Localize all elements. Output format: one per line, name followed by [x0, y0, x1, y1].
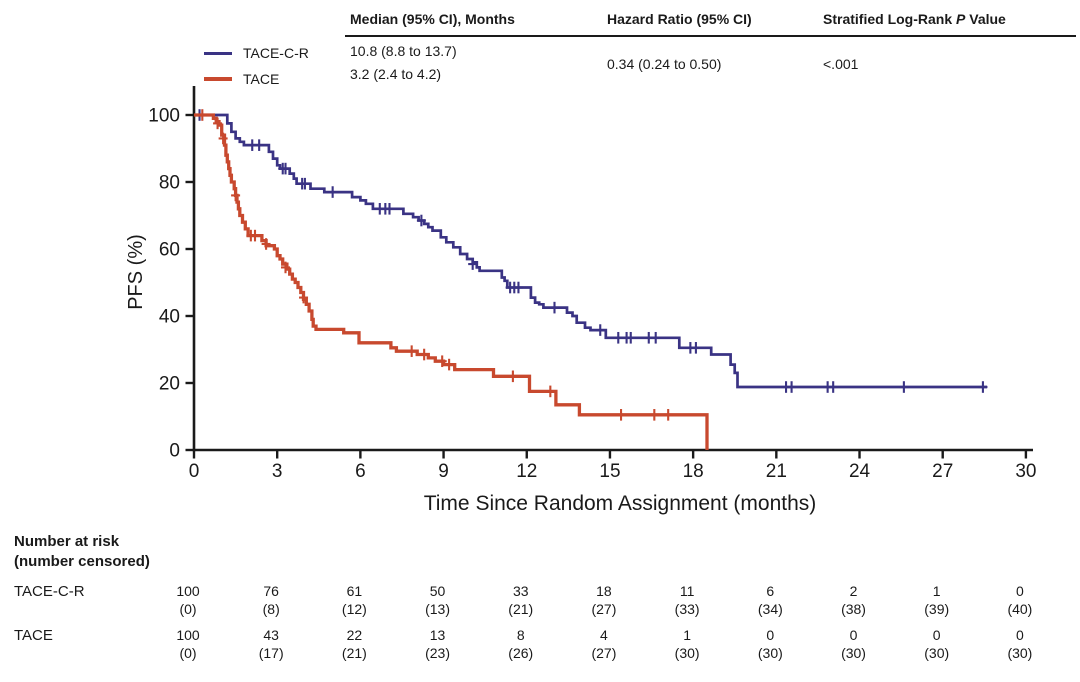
at-risk-count: 1 — [932, 583, 941, 599]
at-risk-count: 33 — [512, 583, 529, 599]
at-risk-count: 61 — [346, 583, 363, 599]
x-tick-label: 6 — [355, 461, 366, 482]
censored-count: (39) — [924, 601, 950, 617]
at-risk-count: 18 — [596, 583, 612, 599]
at-risk-count: 6 — [766, 583, 775, 599]
median-value-tace-c-r: 10.8 (8.8 to 13.7) — [350, 43, 457, 59]
at-risk-count: 0 — [1015, 627, 1024, 643]
legend-item-tace: TACE — [204, 66, 309, 92]
x-tick-label: 3 — [272, 461, 283, 482]
x-tick-label: 18 — [683, 461, 704, 482]
logrank-column-header: Stratified Log-Rank P Value — [823, 11, 1006, 27]
at-risk-count: 2 — [849, 583, 858, 599]
x-tick-label: 9 — [438, 461, 449, 482]
km-curve-tace-c-r — [194, 113, 988, 389]
x-tick-label: 27 — [932, 461, 953, 482]
y-tick-label: 60 — [159, 240, 180, 261]
y-tick-label: 0 — [169, 441, 180, 462]
x-axis-title: Time Since Random Assignment (months) — [423, 492, 817, 515]
tace-line-swatch — [204, 77, 232, 81]
at-risk-count: 4 — [600, 627, 608, 643]
at-risk-count: 76 — [263, 583, 279, 599]
censored-count: (21) — [508, 601, 534, 617]
at-risk-count: 11 — [679, 583, 695, 599]
logrank-header-prefix: Stratified Log-Rank — [823, 11, 953, 27]
median-value-tace: 3.2 (2.4 to 4.2) — [350, 66, 442, 82]
censored-count: (27) — [591, 645, 617, 661]
at-risk-count: 0 — [849, 627, 858, 643]
censored-count: (8) — [262, 601, 280, 617]
censored-count: (30) — [674, 645, 700, 661]
legend-label-tace: TACE — [243, 71, 280, 87]
x-tick-label: 0 — [189, 461, 200, 482]
x-tick-label: 21 — [766, 461, 787, 482]
logrank-header-p: P — [956, 11, 966, 27]
legend-label-tace-c-r: TACE-C-R — [243, 45, 309, 61]
censored-count: (12) — [341, 601, 367, 617]
tace-c-r-line-swatch — [204, 51, 232, 55]
censored-count: (40) — [1007, 601, 1033, 617]
at-risk-count: 50 — [429, 583, 446, 599]
logrank-header-suffix: Value — [969, 11, 1006, 27]
at-risk-count: 100 — [176, 583, 200, 599]
at-risk-count: 0 — [766, 627, 775, 643]
censored-count: (17) — [258, 645, 284, 661]
at-risk-count: 0 — [1015, 583, 1024, 599]
at-risk-count: 22 — [346, 627, 363, 643]
legend: TACE-C-R TACE — [204, 40, 309, 92]
censored-count: (26) — [508, 645, 534, 661]
p-value: <.001 — [823, 56, 859, 72]
censored-count: (13) — [425, 601, 451, 617]
censored-count: (34) — [757, 601, 783, 617]
censored-count: (30) — [757, 645, 783, 661]
at-risk-count: 8 — [516, 627, 525, 643]
stats-header-rule — [345, 35, 1076, 37]
legend-item-tace-c-r: TACE-C-R — [204, 40, 309, 66]
at-risk-count: 100 — [176, 627, 200, 643]
hazard-ratio-value: 0.34 (0.24 to 0.50) — [607, 56, 722, 72]
y-tick-label: 100 — [148, 106, 180, 127]
risk-table-header-line2: (number censored) — [14, 553, 150, 570]
x-tick-label: 15 — [599, 461, 620, 482]
censored-count: (30) — [841, 645, 866, 661]
at-risk-count: 0 — [932, 627, 941, 643]
censored-count: (30) — [1007, 645, 1033, 661]
hazard-ratio-column-header: Hazard Ratio (95% CI) — [607, 11, 752, 27]
risk-row-label-tace-c-r: TACE-C-R — [14, 583, 85, 600]
censored-count: (30) — [924, 645, 950, 661]
at-risk-count: 43 — [263, 627, 279, 643]
censored-count: (21) — [341, 645, 367, 661]
x-tick-label: 30 — [1015, 461, 1036, 482]
y-tick-label: 80 — [159, 173, 180, 194]
at-risk-count: 1 — [683, 627, 692, 643]
censored-count: (0) — [179, 601, 197, 617]
risk-row-label-tace: TACE — [14, 627, 53, 644]
km-curve-tace — [194, 113, 709, 450]
median-column-header: Median (95% CI), Months — [350, 11, 515, 27]
y-tick-label: 40 — [159, 307, 180, 328]
censored-count: (23) — [425, 645, 451, 661]
censored-count: (38) — [841, 601, 866, 617]
x-tick-label: 24 — [849, 461, 871, 482]
at-risk-count: 13 — [429, 627, 446, 643]
risk-table-header-line1: Number at risk — [14, 533, 120, 550]
x-tick-label: 12 — [516, 461, 537, 482]
censored-count: (0) — [179, 645, 197, 661]
censored-count: (33) — [674, 601, 700, 617]
y-tick-label: 20 — [159, 374, 180, 395]
km-plot: 0 20 40 60 80 100 0 3 6 9 12 15 18 21 24 27 30 — [148, 86, 1036, 482]
censored-count: (27) — [591, 601, 617, 617]
